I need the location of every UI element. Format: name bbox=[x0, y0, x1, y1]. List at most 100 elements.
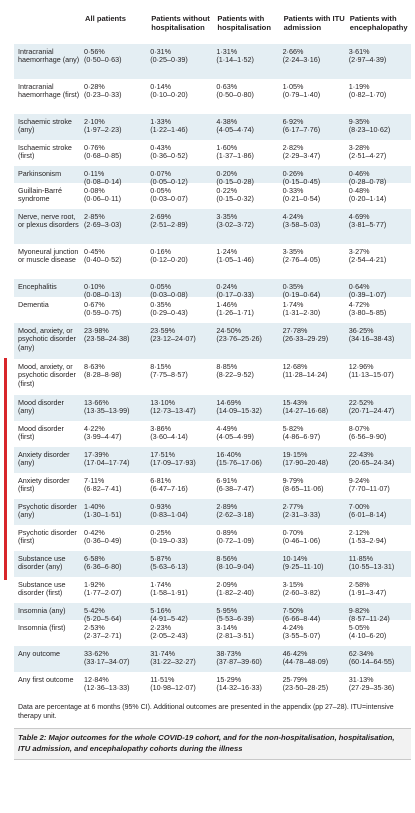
cell-ci: (1·82–2·40) bbox=[216, 588, 254, 598]
table-cell: 1·46% (1·26–1·71) bbox=[212, 297, 278, 323]
cell-value: 8·15% bbox=[150, 362, 171, 371]
cell-value: 1·05% bbox=[282, 82, 304, 91]
cell-ci: (2·81–3·51) bbox=[216, 631, 254, 641]
table-cell: 0·05% (0·03–0·08) bbox=[146, 279, 212, 299]
table-cell: 2·23% (2·05–2·43) bbox=[146, 620, 212, 646]
cell-ci: (0·06–0·11) bbox=[84, 194, 122, 204]
table-cell: 23·98% (23·58–24·38) bbox=[80, 323, 146, 359]
cell-ci: (1·58–1·91) bbox=[150, 588, 188, 598]
table-cell: 16·40% (15·76–17·06) bbox=[212, 447, 278, 473]
row-label: Ischaemic stroke (any) bbox=[18, 117, 72, 135]
cell-value: 0·56% bbox=[84, 47, 105, 56]
cell-value: 1·33% bbox=[150, 117, 171, 126]
cell-value: 7·11% bbox=[84, 476, 105, 485]
cell-value: 0·25% bbox=[150, 528, 171, 537]
cell-value: 4·69% bbox=[348, 212, 370, 221]
table-cell: 0·35% (0·29–0·43) bbox=[146, 297, 212, 323]
cell-ci: (2·62–3·18) bbox=[216, 510, 254, 520]
cell-ci: (3·55–5·07) bbox=[282, 631, 321, 641]
table-cell: 7·50% (6·66–8·44) bbox=[279, 603, 345, 623]
table-cell: 1·92% (1·77–2·07) bbox=[80, 577, 146, 603]
cell-ci: (4·05–4·99) bbox=[216, 432, 254, 442]
cell-ci: (0·36–0·52) bbox=[150, 151, 188, 161]
cell-ci: (6·47–7·16) bbox=[150, 484, 188, 494]
cell-ci: (5·20–5·64) bbox=[84, 614, 122, 624]
header-itu-admission: Patients with ITU admission bbox=[283, 14, 345, 32]
cell-ci: (2·97–4·39) bbox=[348, 55, 387, 65]
table-cell: 3·61% (2·97–4·39) bbox=[345, 44, 411, 79]
cell-value: 3·61% bbox=[348, 47, 370, 56]
table-row: Psychotic disorder (any) 1·40% (1·30–1·51)… bbox=[14, 499, 411, 525]
cell-value: 0·70% bbox=[282, 528, 304, 537]
cell-value: 2·23% bbox=[150, 623, 171, 632]
cell-value: 0·08% bbox=[84, 186, 105, 195]
header-without-hospitalisation: Patients without hospitalisation bbox=[151, 14, 210, 32]
cell-value: 19·15% bbox=[282, 450, 308, 459]
cell-value: 14·69% bbox=[216, 398, 242, 407]
row-label: Substance use disorder (any) bbox=[18, 554, 66, 572]
cell-ci: (2·51–4·27) bbox=[348, 151, 387, 161]
table-cell: 22·43% (20·65–24·34) bbox=[345, 447, 411, 473]
cell-ci: (0·46–1·06) bbox=[282, 536, 321, 546]
table-cell: 2·82% (2·29–3·47) bbox=[279, 140, 345, 166]
table-cell: 33·62% (33·17–34·07) bbox=[80, 646, 146, 672]
row-label: Dementia bbox=[18, 300, 49, 309]
cell-ci: (0·15–0·28) bbox=[216, 177, 254, 187]
cell-ci: (6·56–9·90) bbox=[348, 432, 387, 442]
row-label: Mood disorder (first) bbox=[18, 424, 64, 442]
cell-ci: (1·91–3·47) bbox=[348, 588, 387, 598]
table-row: Intracranial haemorrhage (first) 0·28% (0·… bbox=[14, 79, 411, 114]
cell-value: 0·10% bbox=[84, 282, 105, 291]
cell-value: 2·85% bbox=[84, 212, 105, 221]
cell-value: 1·46% bbox=[216, 300, 238, 309]
table-cell: 5·82% (4·86–6·97) bbox=[279, 421, 345, 447]
cell-value: 6·81% bbox=[150, 476, 171, 485]
cell-ci: (1·53–2·94) bbox=[348, 536, 387, 546]
cell-ci: (0·17–0·33) bbox=[216, 290, 254, 300]
cell-value: 31·13% bbox=[348, 675, 374, 684]
table-cell: 0·28% (0·23–0·33) bbox=[80, 79, 146, 114]
row-label: Mood, anxiety, or psychotic disorder (an… bbox=[18, 326, 76, 352]
table-cell: 15·29% (14·32–16·33) bbox=[212, 672, 278, 698]
table-cell: 36·25% (34·16–38·43) bbox=[345, 323, 411, 359]
table-cell: 8·07% (6·56–9·90) bbox=[345, 421, 411, 447]
table-cell: 2·66% (2·24–3·16) bbox=[279, 44, 345, 79]
table-cell: 0·07% (0·05–0·12) bbox=[146, 166, 212, 186]
cell-ci: (1·30–1·51) bbox=[84, 510, 122, 520]
cell-value: 6·91% bbox=[216, 476, 238, 485]
cell-value: 0·89% bbox=[216, 528, 238, 537]
cell-value: 0·24% bbox=[216, 282, 238, 291]
table-cell: 2·85% (2·69–3·03) bbox=[80, 209, 146, 244]
table-cell: 5·87% (5·63–6·13) bbox=[146, 551, 212, 577]
cell-value: 2·82% bbox=[282, 143, 304, 152]
cell-value: 3·28% bbox=[348, 143, 370, 152]
table-cell: 0·11% (0·08–0·14) bbox=[80, 166, 146, 186]
cell-ci: (23·12–24·07) bbox=[150, 334, 196, 344]
table-cell: 4·38% (4·05–4·74) bbox=[212, 114, 278, 140]
table-cell: 0·05% (0·03–0·07) bbox=[146, 183, 212, 209]
table-cell: 7·00% (6·01–8·14) bbox=[345, 499, 411, 525]
cell-value: 12·96% bbox=[348, 362, 374, 371]
cell-value: 9·35% bbox=[348, 117, 370, 126]
table-cell: 0·89% (0·72–1·09) bbox=[212, 525, 278, 551]
table-cell: 11·51% (10·98–12·07) bbox=[146, 672, 212, 698]
cell-ci: (0·72–1·09) bbox=[216, 536, 254, 546]
cell-ci: (0·82–1·70) bbox=[348, 90, 387, 100]
cell-value: 8·07% bbox=[348, 424, 370, 433]
table-cell: 0·93% (0·83–1·04) bbox=[146, 499, 212, 525]
cell-ci: (8·10–9·04) bbox=[216, 562, 254, 572]
table-cell: 1·74% (1·31–2·30) bbox=[279, 297, 345, 323]
cell-ci: (4·05–4·74) bbox=[216, 125, 254, 135]
cell-value: 4·22% bbox=[84, 424, 105, 433]
cell-ci: (0·50–0·80) bbox=[216, 90, 254, 100]
table-row: Anxiety disorder (any) 17·39% (17·04–17·74… bbox=[14, 447, 411, 473]
cell-value: 4·38% bbox=[216, 117, 238, 126]
cell-value: 15·43% bbox=[282, 398, 308, 407]
table-cell: 0·16% (0·12–0·20) bbox=[146, 244, 212, 279]
table-row: Parkinsonism 0·11% (0·08–0·14) 0·07% (0·05–0… bbox=[14, 166, 411, 187]
table-cell: 0·45% (0·40–0·52) bbox=[80, 244, 146, 279]
table-cell: 0·43% (0·36–0·52) bbox=[146, 140, 212, 166]
cell-value: 2·89% bbox=[216, 502, 238, 511]
cell-value: 0·05% bbox=[150, 282, 171, 291]
table-cell: 11·85% (10·55–13·31) bbox=[345, 551, 411, 577]
